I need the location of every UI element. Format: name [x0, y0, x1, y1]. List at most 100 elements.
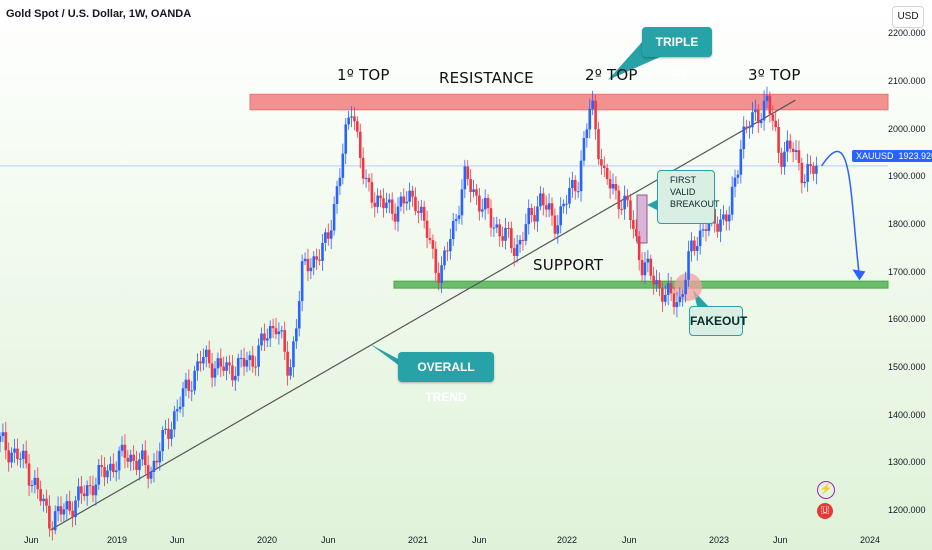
candle-body [242, 358, 246, 367]
candle-body [402, 196, 406, 204]
candle-body [300, 261, 304, 302]
candle-body [754, 109, 757, 113]
candle-body [245, 360, 249, 367]
lightning-icon[interactable]: ⚡ [817, 481, 835, 499]
chart-title: Gold Spot / U.S. Dollar, 1W, OANDA [6, 8, 192, 20]
candle-body [666, 283, 670, 295]
candle-body [425, 220, 429, 238]
candle-body [30, 485, 34, 487]
candle-body [13, 448, 16, 453]
candle-body [504, 228, 507, 241]
candle-body [117, 450, 121, 471]
candle-body [126, 457, 130, 462]
candle-body [449, 239, 452, 252]
candle-body [739, 149, 743, 175]
candle-body [234, 375, 237, 381]
candle-body [228, 362, 231, 366]
candle-body [187, 379, 191, 391]
candle-body [794, 150, 798, 153]
x-tick-label: 2020 [257, 535, 278, 545]
resistance-zone[interactable] [249, 93, 889, 111]
candle-body [277, 331, 281, 335]
candle-body [367, 177, 371, 183]
candle-body [591, 100, 594, 109]
candle-body [716, 223, 719, 232]
candle-body [472, 189, 475, 193]
candle-body [59, 506, 63, 515]
candle-body [646, 258, 650, 263]
candle-body [161, 429, 164, 452]
candle-body [547, 203, 551, 210]
candle-body [193, 370, 196, 391]
x-tick-label: 2024 [860, 535, 881, 545]
candle-body [222, 366, 226, 371]
candle-body [480, 209, 484, 212]
candle-body [632, 220, 635, 229]
projection-arrow[interactable] [821, 150, 861, 278]
x-tick-label: Jun [24, 535, 39, 545]
candle-body [466, 166, 470, 180]
candle-body [623, 195, 626, 210]
candle-body [617, 190, 621, 210]
candle-body [446, 250, 449, 252]
candle-body [248, 355, 252, 361]
candle-body [815, 165, 818, 174]
candle-body [71, 510, 74, 518]
candle-body [36, 477, 40, 490]
candle-body [315, 256, 318, 260]
candle-body [672, 293, 676, 308]
candle-body [207, 349, 211, 364]
candle-body [167, 428, 170, 439]
candle-body [251, 355, 255, 367]
candle-body [451, 220, 455, 240]
candle-body [350, 116, 353, 118]
top1-label: 1º TOP [337, 66, 390, 84]
candle-body [332, 204, 336, 231]
y-tick-label: 1800.000 [888, 218, 926, 229]
candle-body [620, 209, 624, 211]
overall-trendline[interactable] [50, 99, 796, 531]
y-tick-label: 1600.000 [888, 314, 926, 325]
candle-body [97, 465, 101, 485]
candle-body [202, 356, 205, 364]
candle-body [684, 279, 687, 295]
candle-body [204, 349, 208, 357]
candle-body [286, 351, 289, 376]
support-zone[interactable] [393, 280, 889, 289]
candle-body [379, 195, 382, 199]
candle-body [495, 224, 499, 228]
candle-body [544, 205, 548, 210]
price-value: 1923.920 [898, 151, 932, 161]
candle-body [460, 189, 464, 216]
candle-body [45, 498, 48, 506]
candle-body [263, 333, 266, 341]
candle-body [280, 330, 284, 332]
candle-body [524, 224, 528, 241]
first-valid-breakout-callout: FIRST VALID BREAKOUT [657, 170, 720, 224]
candle-body [727, 214, 731, 222]
candle-body [376, 195, 379, 207]
candle-body [292, 341, 295, 368]
candle-body [335, 186, 339, 205]
us-flag-icon[interactable]: 🇺 [817, 503, 833, 519]
candle-body [42, 498, 45, 502]
candle-body [254, 366, 257, 368]
candle-body [283, 330, 287, 352]
candle-body [701, 229, 705, 231]
y-tick-label: 2200.000 [888, 28, 926, 39]
candle-body [521, 239, 525, 241]
candle-body [361, 157, 365, 179]
candle-body [231, 365, 234, 381]
candle-body [791, 148, 795, 153]
currency-selector[interactable]: USD [892, 6, 924, 28]
candle-body [219, 358, 223, 367]
candle-body [303, 258, 307, 262]
candle-body [114, 470, 118, 473]
candle-body [268, 326, 272, 339]
candle-body [129, 454, 133, 462]
candle-body [803, 181, 807, 184]
candle-body [501, 236, 504, 241]
candle-body [573, 180, 577, 192]
